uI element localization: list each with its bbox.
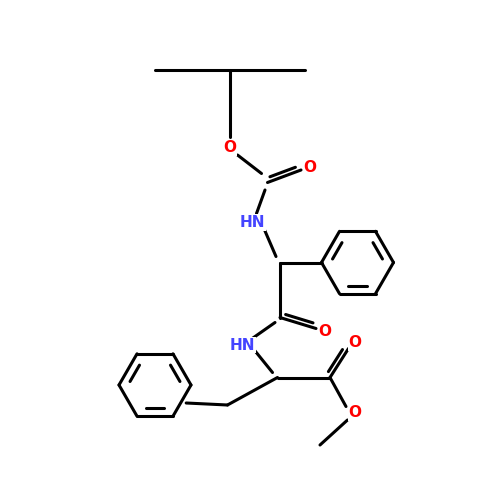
Text: HN: HN [240,215,265,230]
Text: O: O [348,335,362,350]
Text: O: O [304,160,316,175]
Text: O: O [224,140,236,155]
Text: O: O [318,324,332,338]
Text: O: O [348,405,362,420]
Text: HN: HN [230,338,255,352]
